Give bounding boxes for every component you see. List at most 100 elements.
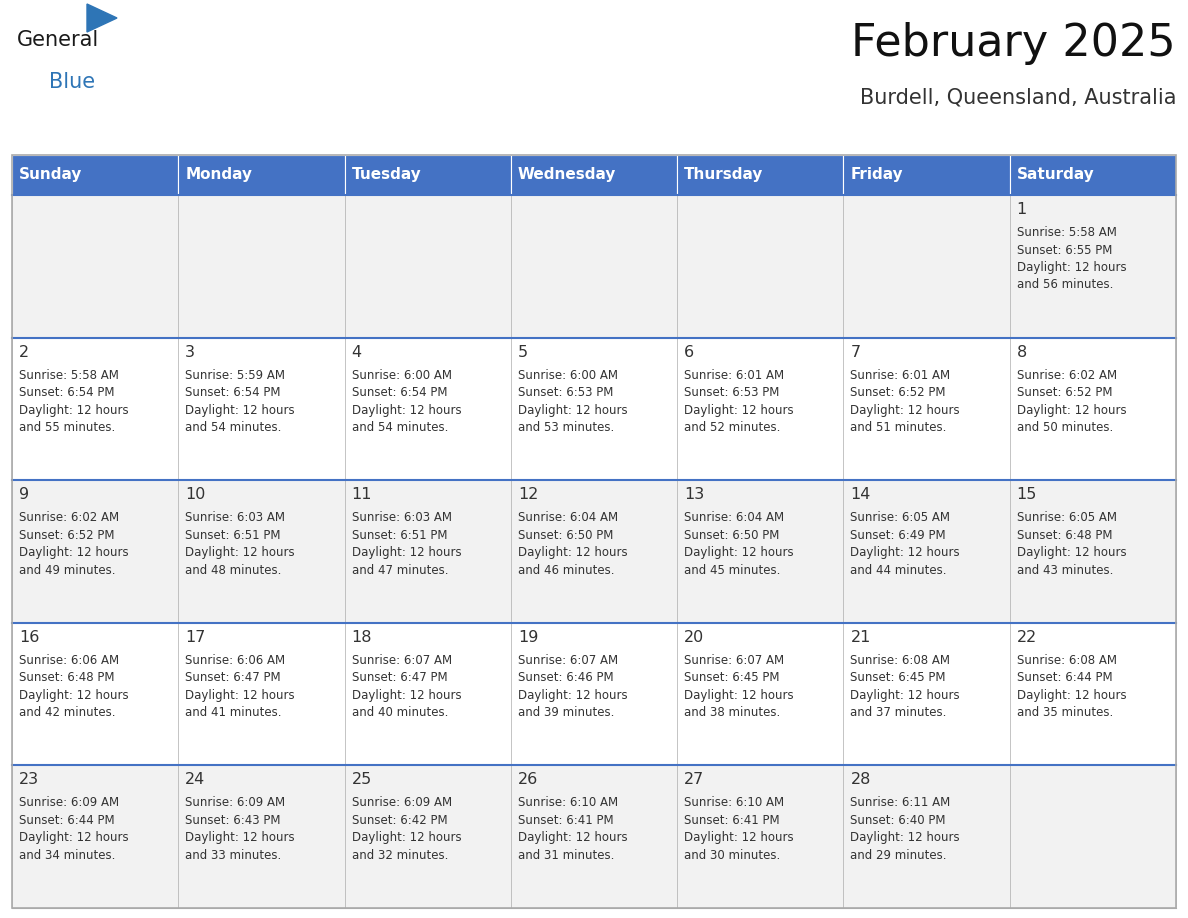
Text: 5: 5 [518, 344, 527, 360]
Text: Sunset: 6:43 PM: Sunset: 6:43 PM [185, 814, 280, 827]
Text: Daylight: 12 hours: Daylight: 12 hours [185, 832, 295, 845]
Text: and 29 minutes.: and 29 minutes. [851, 849, 947, 862]
Text: Daylight: 12 hours: Daylight: 12 hours [1017, 261, 1126, 274]
FancyBboxPatch shape [178, 766, 345, 908]
Text: Burdell, Queensland, Australia: Burdell, Queensland, Australia [859, 88, 1176, 108]
Text: 12: 12 [518, 487, 538, 502]
Text: Sunset: 6:52 PM: Sunset: 6:52 PM [1017, 386, 1112, 399]
Text: and 37 minutes.: and 37 minutes. [851, 706, 947, 720]
FancyBboxPatch shape [12, 195, 178, 338]
Text: Daylight: 12 hours: Daylight: 12 hours [352, 404, 461, 417]
Text: Daylight: 12 hours: Daylight: 12 hours [851, 546, 960, 559]
Text: Sunset: 6:40 PM: Sunset: 6:40 PM [851, 814, 946, 827]
Text: Sunrise: 6:02 AM: Sunrise: 6:02 AM [19, 511, 119, 524]
Text: Daylight: 12 hours: Daylight: 12 hours [19, 832, 128, 845]
Text: Daylight: 12 hours: Daylight: 12 hours [185, 404, 295, 417]
FancyBboxPatch shape [677, 622, 843, 766]
FancyBboxPatch shape [843, 766, 1010, 908]
Text: and 56 minutes.: and 56 minutes. [1017, 278, 1113, 292]
Text: 3: 3 [185, 344, 195, 360]
Text: Daylight: 12 hours: Daylight: 12 hours [185, 688, 295, 701]
Text: Sunrise: 6:02 AM: Sunrise: 6:02 AM [1017, 369, 1117, 382]
FancyBboxPatch shape [345, 766, 511, 908]
Text: Wednesday: Wednesday [518, 167, 617, 183]
FancyBboxPatch shape [12, 155, 178, 195]
Text: Sunrise: 6:10 AM: Sunrise: 6:10 AM [684, 797, 784, 810]
Text: Sunset: 6:52 PM: Sunset: 6:52 PM [851, 386, 946, 399]
Text: Daylight: 12 hours: Daylight: 12 hours [518, 546, 627, 559]
Text: 17: 17 [185, 630, 206, 644]
FancyBboxPatch shape [677, 766, 843, 908]
Text: Sunset: 6:53 PM: Sunset: 6:53 PM [684, 386, 779, 399]
FancyBboxPatch shape [345, 155, 511, 195]
Text: Daylight: 12 hours: Daylight: 12 hours [518, 832, 627, 845]
FancyBboxPatch shape [345, 338, 511, 480]
Text: 7: 7 [851, 344, 860, 360]
Text: and 34 minutes.: and 34 minutes. [19, 849, 115, 862]
Text: Sunset: 6:45 PM: Sunset: 6:45 PM [684, 671, 779, 684]
FancyBboxPatch shape [677, 338, 843, 480]
FancyBboxPatch shape [12, 622, 178, 766]
Text: Daylight: 12 hours: Daylight: 12 hours [352, 546, 461, 559]
Text: Sunrise: 6:09 AM: Sunrise: 6:09 AM [185, 797, 285, 810]
Text: Sunrise: 6:07 AM: Sunrise: 6:07 AM [518, 654, 618, 666]
Text: Sunset: 6:50 PM: Sunset: 6:50 PM [684, 529, 779, 542]
Text: Sunrise: 6:07 AM: Sunrise: 6:07 AM [684, 654, 784, 666]
Text: Sunset: 6:54 PM: Sunset: 6:54 PM [352, 386, 447, 399]
Text: and 46 minutes.: and 46 minutes. [518, 564, 614, 577]
Text: and 44 minutes.: and 44 minutes. [851, 564, 947, 577]
FancyBboxPatch shape [511, 155, 677, 195]
Text: and 50 minutes.: and 50 minutes. [1017, 421, 1113, 434]
Text: Sunset: 6:41 PM: Sunset: 6:41 PM [518, 814, 613, 827]
Text: 20: 20 [684, 630, 704, 644]
Text: and 49 minutes.: and 49 minutes. [19, 564, 115, 577]
Text: Sunrise: 6:04 AM: Sunrise: 6:04 AM [684, 511, 784, 524]
Text: Sunrise: 5:59 AM: Sunrise: 5:59 AM [185, 369, 285, 382]
Text: Sunset: 6:47 PM: Sunset: 6:47 PM [185, 671, 280, 684]
Text: 15: 15 [1017, 487, 1037, 502]
FancyBboxPatch shape [511, 766, 677, 908]
Text: and 51 minutes.: and 51 minutes. [851, 421, 947, 434]
FancyBboxPatch shape [178, 155, 345, 195]
Text: and 43 minutes.: and 43 minutes. [1017, 564, 1113, 577]
Text: and 32 minutes.: and 32 minutes. [352, 849, 448, 862]
FancyBboxPatch shape [345, 195, 511, 338]
Text: and 54 minutes.: and 54 minutes. [352, 421, 448, 434]
Text: Sunset: 6:47 PM: Sunset: 6:47 PM [352, 671, 447, 684]
FancyBboxPatch shape [178, 480, 345, 622]
Text: Thursday: Thursday [684, 167, 764, 183]
Text: Saturday: Saturday [1017, 167, 1094, 183]
Text: Daylight: 12 hours: Daylight: 12 hours [684, 832, 794, 845]
Text: Sunrise: 6:03 AM: Sunrise: 6:03 AM [185, 511, 285, 524]
Text: Sunset: 6:44 PM: Sunset: 6:44 PM [19, 814, 114, 827]
FancyBboxPatch shape [1010, 622, 1176, 766]
FancyBboxPatch shape [345, 622, 511, 766]
FancyBboxPatch shape [843, 480, 1010, 622]
FancyBboxPatch shape [511, 622, 677, 766]
Text: Sunset: 6:48 PM: Sunset: 6:48 PM [19, 671, 114, 684]
Text: Sunset: 6:51 PM: Sunset: 6:51 PM [352, 529, 447, 542]
FancyBboxPatch shape [843, 622, 1010, 766]
FancyBboxPatch shape [511, 480, 677, 622]
Text: Sunrise: 6:01 AM: Sunrise: 6:01 AM [851, 369, 950, 382]
Text: and 53 minutes.: and 53 minutes. [518, 421, 614, 434]
Text: 10: 10 [185, 487, 206, 502]
Text: and 55 minutes.: and 55 minutes. [19, 421, 115, 434]
FancyBboxPatch shape [1010, 195, 1176, 338]
Text: and 48 minutes.: and 48 minutes. [185, 564, 282, 577]
Text: Daylight: 12 hours: Daylight: 12 hours [19, 546, 128, 559]
FancyBboxPatch shape [677, 195, 843, 338]
FancyBboxPatch shape [1010, 338, 1176, 480]
FancyBboxPatch shape [12, 766, 178, 908]
Text: Sunset: 6:42 PM: Sunset: 6:42 PM [352, 814, 447, 827]
Text: Sunrise: 6:08 AM: Sunrise: 6:08 AM [851, 654, 950, 666]
Text: Sunset: 6:49 PM: Sunset: 6:49 PM [851, 529, 946, 542]
Text: 22: 22 [1017, 630, 1037, 644]
Text: Sunrise: 6:03 AM: Sunrise: 6:03 AM [352, 511, 451, 524]
Text: Sunrise: 6:11 AM: Sunrise: 6:11 AM [851, 797, 950, 810]
Text: and 52 minutes.: and 52 minutes. [684, 421, 781, 434]
Text: 9: 9 [19, 487, 30, 502]
Text: Daylight: 12 hours: Daylight: 12 hours [684, 404, 794, 417]
Text: and 40 minutes.: and 40 minutes. [352, 706, 448, 720]
Text: 1: 1 [1017, 202, 1026, 217]
